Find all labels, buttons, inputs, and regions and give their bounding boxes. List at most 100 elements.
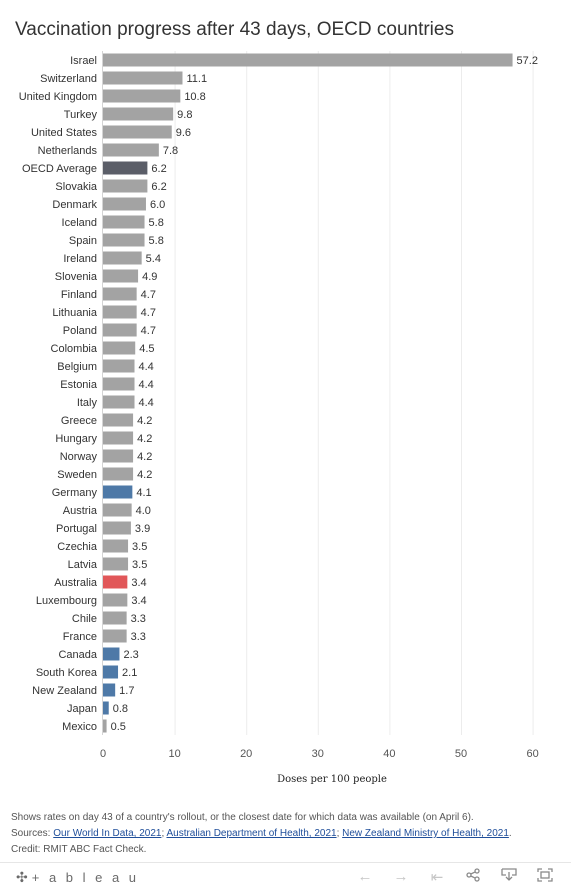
category-label: Slovakia [55,181,97,193]
source-link-health-nz[interactable]: New Zealand Ministry of Health, 2021 [342,828,509,839]
bar-chart: 0 10 20 30 40 50 60 Israel 57.2 Switzerland 11.1 Un… [19,51,539,785]
bar [103,377,135,391]
category-label: Australia [54,577,98,589]
category-label: Canada [58,649,97,661]
source-link-health-au[interactable]: Australian Department of Health, 2021 [166,828,337,839]
category-label: Italy [77,397,98,409]
value-label: 57.2 [517,55,538,67]
x-tick-label: 50 [455,748,467,760]
bar [103,305,137,319]
value-label: 6.0 [150,199,165,211]
source-link-owid[interactable]: Our World In Data, 2021 [53,828,162,839]
value-label: 5.8 [149,217,164,229]
value-label: 4.2 [137,451,152,463]
value-label: 11.1 [186,73,207,85]
bar [103,683,116,697]
value-label: 2.3 [123,649,138,661]
category-label: Israel [70,55,97,67]
value-label: 4.7 [141,307,156,319]
value-label: 4.4 [139,361,154,373]
category-label: France [63,631,97,643]
value-label: 4.2 [137,415,152,427]
bar [103,197,146,211]
category-label: Mexico [62,721,97,733]
undo-icon[interactable]: ← [357,868,373,885]
category-label: Colombia [51,343,98,355]
revert-icon[interactable]: ⇤ [430,869,444,886]
value-label: 10.8 [184,91,205,103]
category-label: Norway [60,451,98,463]
separator: ; [336,828,340,839]
bar [103,485,133,499]
sources-label: Sources: [11,828,51,839]
category-label: Spain [69,235,97,247]
category-label: Hungary [55,433,97,445]
x-tick-label: 30 [312,748,324,760]
x-tick-label: 10 [168,748,180,760]
notes-credit: Credit: RMIT ABC Fact Check. [11,844,147,855]
value-label: 4.0 [136,505,151,517]
value-label: 4.4 [139,379,154,391]
category-label: Chile [72,613,97,625]
bar [103,503,132,517]
category-label: Luxembourg [36,595,97,607]
value-label: 4.7 [141,325,156,337]
value-label: 6.2 [151,163,166,175]
share-icon[interactable] [455,868,491,886]
notes-description: Shows rates on day 43 of a country's rol… [11,812,474,823]
bar [103,647,120,661]
category-label: Japan [67,703,97,715]
category-label: Ireland [63,253,97,265]
bar [103,125,172,139]
tableau-logo-text: + a b l e a u [31,870,140,885]
category-label: Turkey [64,109,98,121]
category-label: Lithuania [52,307,98,319]
x-tick-label: 60 [526,748,538,760]
bar [103,359,135,373]
fullscreen-icon[interactable] [527,868,563,886]
category-label: Czechia [57,541,98,553]
bar [103,449,134,463]
redo-icon[interactable]: → [393,868,409,885]
value-label: 3.4 [131,577,146,589]
bar [103,251,142,265]
bar [103,431,134,445]
bar [103,179,148,193]
value-label: 4.5 [139,343,154,355]
value-label: 3.3 [131,631,146,643]
value-label: 5.8 [149,235,164,247]
value-label: 4.2 [137,469,152,481]
bar [103,395,135,409]
bar [103,521,131,535]
bar [103,719,107,733]
value-label: 4.4 [139,397,154,409]
bar [103,539,129,553]
category-label: Slovenia [55,271,98,283]
category-label: United Kingdom [19,91,97,103]
value-label: 4.9 [142,271,157,283]
tableau-toolbar: ✣ + a b l e a u ← → ⇤ [0,862,571,896]
bar [103,467,134,481]
value-label: 1.7 [119,685,134,697]
notes-sources: Sources: Our World In Data, 2021; Austra… [11,826,512,842]
bar [103,665,119,679]
category-label: United States [31,127,98,139]
value-label: 3.5 [132,541,147,553]
category-label: Latvia [68,559,98,571]
bar [103,143,159,157]
bar [103,233,145,247]
download-icon[interactable] [491,868,527,886]
category-label: South Korea [36,667,98,679]
category-label: Finland [61,289,97,301]
bar [103,269,139,283]
value-label: 4.7 [141,289,156,301]
value-label: 3.3 [131,613,146,625]
category-label: OECD Average [22,163,97,175]
bar [103,323,137,337]
bar [103,53,513,67]
sources-end: . [508,828,512,839]
tableau-logo[interactable]: ✣ + a b l e a u [16,869,139,886]
category-label: Denmark [52,199,97,211]
value-label: 9.8 [177,109,192,121]
value-label: 0.5 [111,721,126,733]
